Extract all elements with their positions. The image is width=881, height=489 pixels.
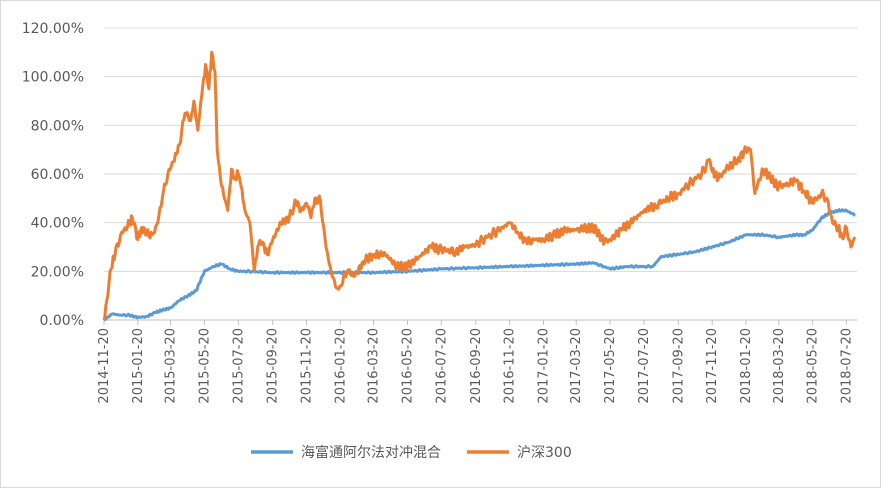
legend: 海富通阿尔法对冲混合 沪深300	[251, 444, 572, 461]
x-tick-label: 2017-01-20	[536, 328, 551, 404]
gridlines	[104, 27, 857, 272]
legend-label-2: 沪深300	[517, 445, 572, 461]
x-tick-label: 2017-11-20	[705, 328, 720, 404]
y-tick-label: 80.00%	[31, 118, 84, 134]
x-tick-label: 2017-05-20	[603, 328, 618, 404]
x-tick-label: 2017-09-20	[671, 328, 686, 404]
legend-label-1: 海富通阿尔法对冲混合	[301, 444, 441, 461]
x-axis: 2014-11-20 2015-01-20 2015-03-20 2015-05-20…	[97, 319, 857, 404]
series-lines	[102, 50, 857, 322]
y-tick-label: 60.00%	[31, 167, 84, 183]
series-line-2	[102, 50, 857, 321]
x-tick-label: 2016-05-20	[401, 328, 416, 404]
x-tick-label: 2015-09-20	[266, 328, 281, 404]
series-line-1	[103, 208, 856, 322]
x-tick-label: 2015-05-20	[197, 328, 212, 404]
x-tick-label: 2014-11-20	[97, 328, 112, 404]
x-tick-label: 2015-07-20	[231, 328, 246, 404]
x-tick-label: 2018-03-20	[772, 328, 787, 404]
x-tick-label: 2015-11-20	[300, 328, 315, 404]
x-tick-label: 2015-03-20	[164, 328, 179, 404]
x-tick-label: 2015-01-20	[131, 328, 146, 404]
x-tick-label: 2016-03-20	[367, 328, 382, 404]
y-axis-ticks: 0.00% 20.00% 40.00% 60.00% 80.00% 100.00% 120.…	[22, 21, 84, 329]
x-tick-label: 2016-01-20	[333, 328, 348, 404]
x-tick-label: 2018-07-20	[839, 328, 854, 404]
x-tick-label: 2017-03-20	[569, 328, 584, 404]
y-tick-label: 20.00%	[31, 264, 84, 280]
y-tick-label: 0.00%	[40, 313, 84, 329]
x-tick-label: 2017-07-20	[637, 328, 652, 404]
x-tick-label: 2016-09-20	[469, 328, 484, 404]
x-tick-label: 2016-07-20	[434, 328, 449, 404]
x-tick-label: 2018-05-20	[806, 328, 821, 404]
x-tick-label: 2018-01-20	[739, 328, 754, 404]
x-tick-label: 2016-11-20	[503, 328, 518, 404]
y-tick-label: 120.00%	[22, 21, 84, 37]
y-tick-label: 40.00%	[31, 216, 84, 232]
y-tick-label: 100.00%	[22, 70, 84, 86]
